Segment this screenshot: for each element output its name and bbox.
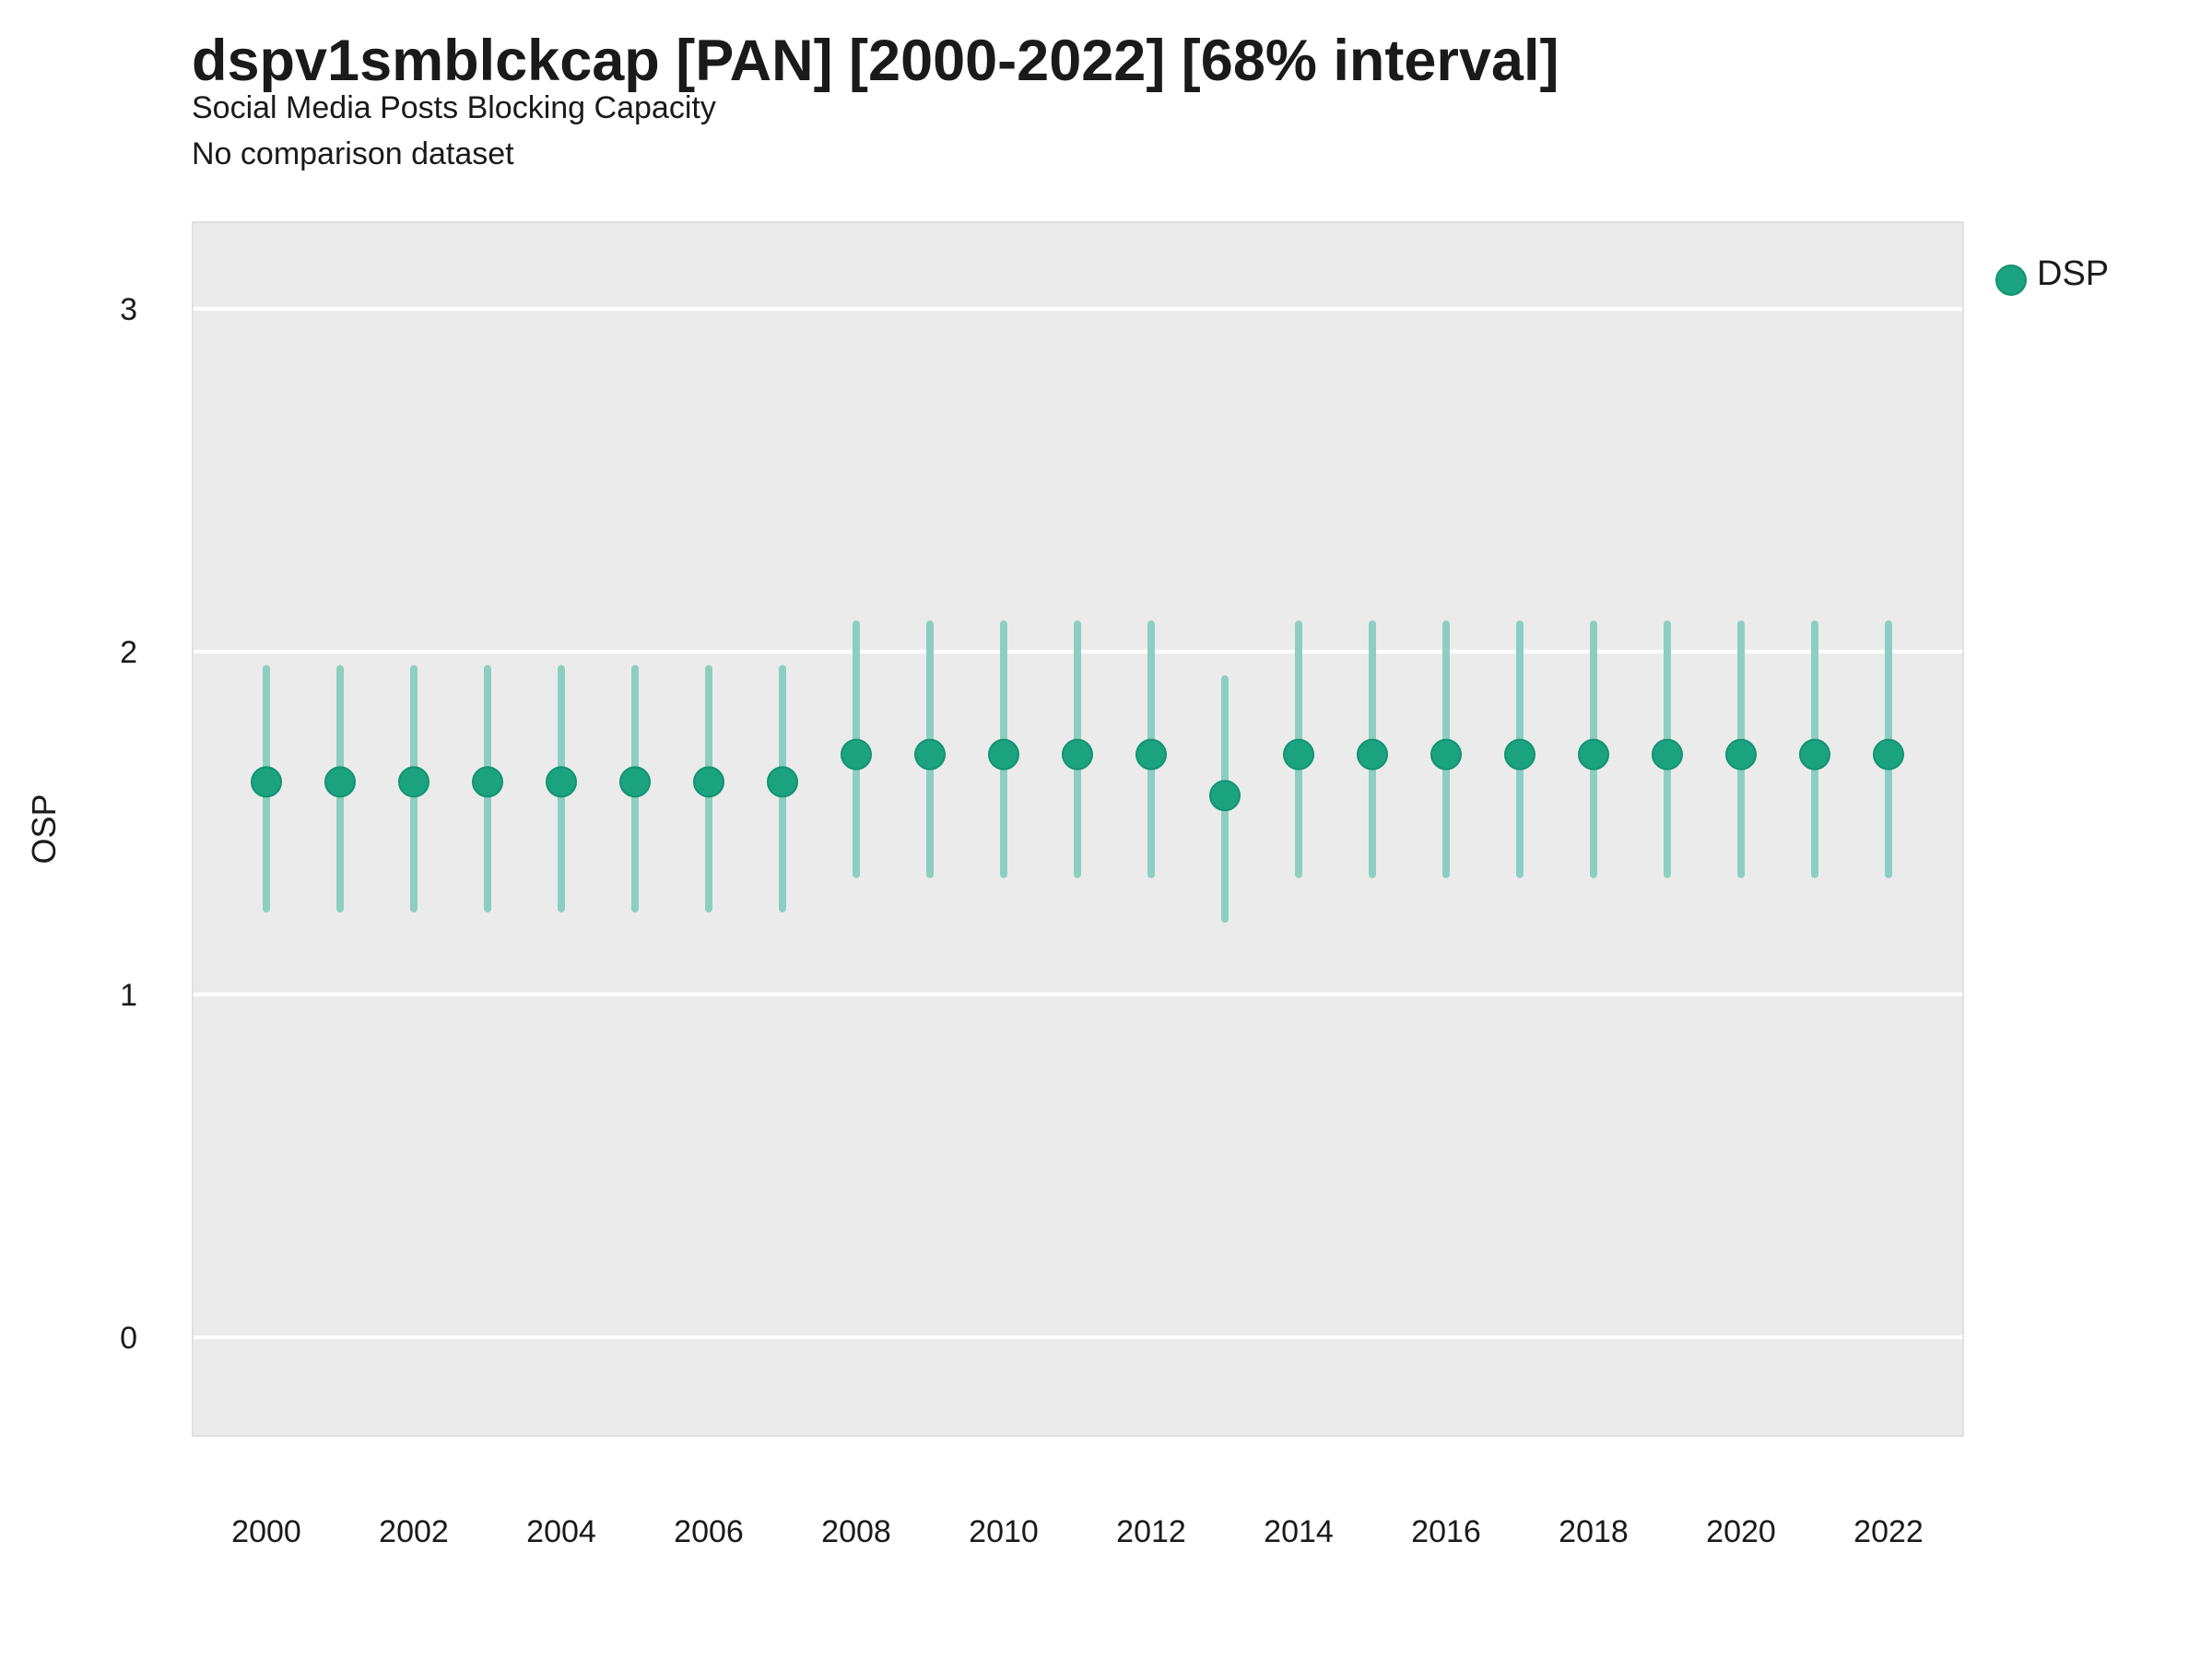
svg-text:1: 1 [120,978,137,1013]
svg-text:2022: 2022 [1853,1514,1924,1549]
svg-text:OSP: OSP [25,794,63,864]
svg-text:0: 0 [120,1321,137,1356]
svg-text:2010: 2010 [969,1514,1039,1549]
svg-text:2012: 2012 [1116,1514,1186,1549]
svg-text:2: 2 [120,635,137,670]
svg-text:2016: 2016 [1411,1514,1481,1549]
svg-text:2020: 2020 [1706,1514,1776,1549]
svg-text:2002: 2002 [379,1514,449,1549]
svg-text:2000: 2000 [231,1514,301,1549]
svg-text:2004: 2004 [526,1514,596,1549]
svg-text:2018: 2018 [1559,1514,1629,1549]
svg-text:2014: 2014 [1264,1514,1334,1549]
svg-text:2008: 2008 [821,1514,891,1549]
svg-text:2006: 2006 [674,1514,744,1549]
svg-text:3: 3 [120,292,137,327]
